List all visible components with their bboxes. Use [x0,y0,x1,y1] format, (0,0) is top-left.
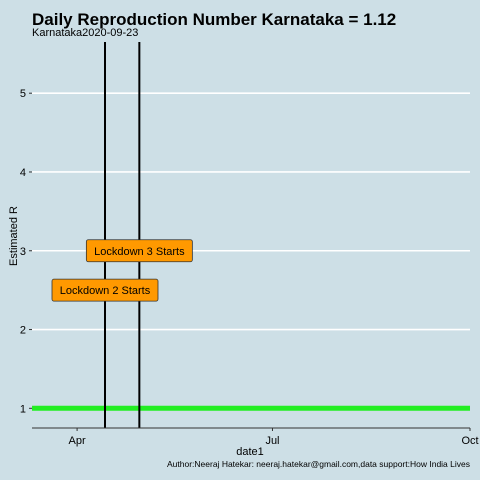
y-tick-label: 5 [20,88,26,100]
x-axis-label: date1 [236,446,264,458]
y-tick-label: 2 [20,325,26,337]
chart-caption: Author:Neeraj Hatekar: neeraj.hatekar@gm… [167,459,470,469]
x-tick-label: Jul [265,435,279,447]
y-axis-label: Estimated R [8,206,20,266]
y-tick-label: 3 [20,246,26,258]
vline-layer [104,42,141,428]
y-tick-label: 1 [20,403,26,415]
y-tick-label: 4 [20,167,26,179]
x-tick-label: Oct [461,435,478,447]
chart-subtitle: Karnataka2020-09-23 [32,27,139,39]
annotation-box [51,278,159,302]
axes-layer: 1 2 3 4 5 Apr Jul Oct [20,88,479,447]
annotation-label: Lockdown 3 Starts [94,246,185,258]
x-tick-label: Apr [69,435,86,447]
annotation-layer: Lockdown 2 Starts Lockdown 3 Starts [51,239,193,302]
annotation-label: Lockdown 2 Starts [60,285,151,297]
annotation-box [85,239,193,263]
chart-title: Daily Reproduction Number Karnataka = 1.… [32,10,397,29]
